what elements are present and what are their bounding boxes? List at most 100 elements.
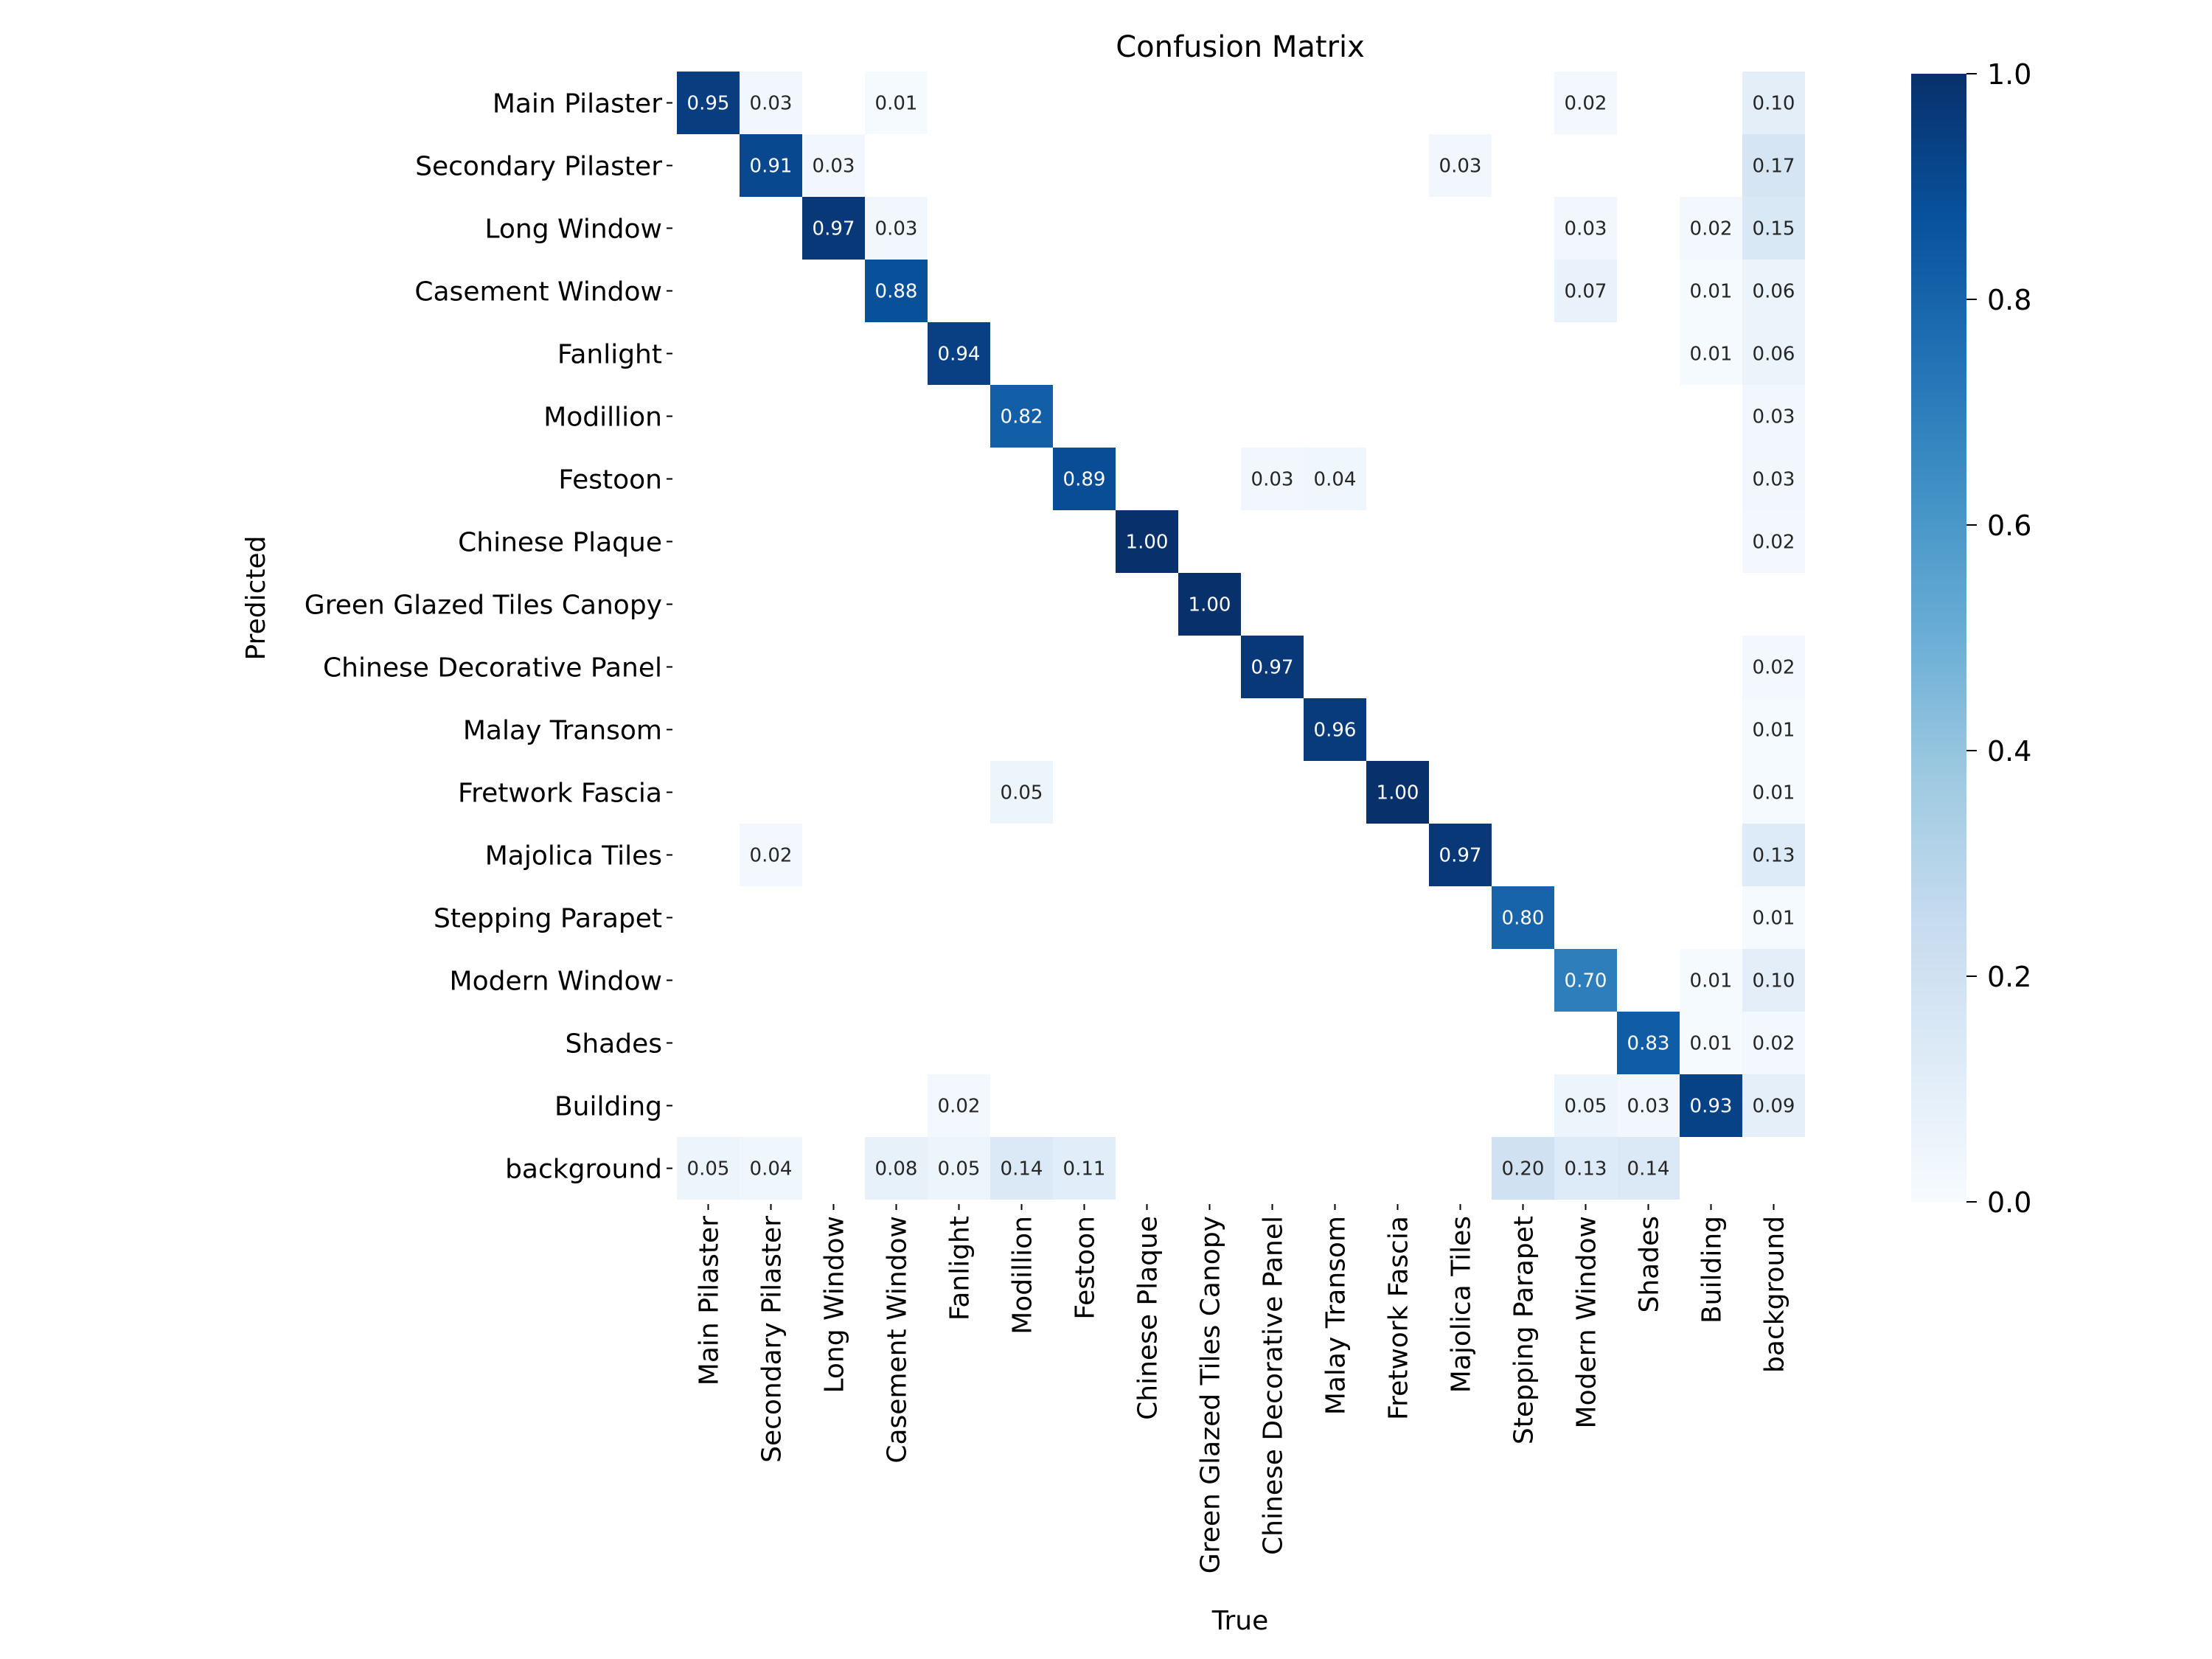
heatmap-cell <box>740 72 802 134</box>
cell-value-label: 0.13 <box>1565 1158 1607 1180</box>
cell-value-label: 0.01 <box>1753 720 1795 742</box>
heatmap-cell <box>802 134 865 197</box>
heatmap-cell <box>865 72 928 134</box>
cell-value-label: 0.03 <box>1251 469 1294 491</box>
cell-value-label: 0.03 <box>1627 1096 1670 1118</box>
cell-value-label: 0.02 <box>1690 218 1733 240</box>
y-tick-label: Fanlight <box>557 340 662 370</box>
x-tick-label: Modillion <box>1008 1216 1038 1335</box>
heatmap-cell <box>1554 197 1617 260</box>
cell-value-label: 0.03 <box>1753 406 1795 428</box>
heatmap-cell <box>1742 698 1805 761</box>
x-tick-label: Modern Window <box>1572 1216 1602 1428</box>
x-tick-label: Long Window <box>820 1216 850 1394</box>
heatmap-cell <box>1492 1137 1554 1200</box>
heatmap-cell <box>677 72 740 134</box>
x-tick-label: Fretwork Fascia <box>1384 1216 1414 1420</box>
cell-value-label: 0.01 <box>1690 344 1733 366</box>
x-tick-label: Festoon <box>1071 1216 1101 1320</box>
heatmap-cell <box>865 260 928 322</box>
heatmap-cell <box>1241 636 1304 698</box>
heatmap-cell <box>1742 761 1805 824</box>
cell-value-label: 0.14 <box>1001 1158 1043 1180</box>
cell-value-label: 0.02 <box>938 1096 981 1118</box>
y-tick-label: Chinese Plaque <box>458 528 662 558</box>
colorbar-tick-label: 0.2 <box>1987 961 2031 993</box>
cell-value-label: 0.14 <box>1627 1158 1670 1180</box>
y-tick-label: Stepping Parapet <box>434 904 662 934</box>
cell-value-label: 0.17 <box>1753 156 1795 178</box>
x-tick-label: Secondary Pilaster <box>757 1216 787 1463</box>
y-axis-label: Predicted <box>241 536 271 661</box>
heatmap-cell <box>1742 72 1805 134</box>
heatmap-cell <box>928 1074 990 1137</box>
x-tick-label: Casement Window <box>883 1216 913 1464</box>
y-tick-label: Green Glazed Tiles Canopy <box>305 591 662 621</box>
x-tick-label: Green Glazed Tiles Canopy <box>1196 1216 1226 1573</box>
cell-value-label: 0.05 <box>687 1158 730 1180</box>
cell-value-label: 0.08 <box>875 1158 918 1180</box>
cell-value-label: 0.15 <box>1753 218 1795 240</box>
cell-value-label: 0.82 <box>1001 406 1043 428</box>
cell-value-label: 0.07 <box>1565 281 1607 303</box>
heatmap-cell <box>1304 448 1366 510</box>
y-tick-label: Shades <box>566 1029 662 1060</box>
cell-value-label: 0.03 <box>875 218 918 240</box>
x-tick-label: Building <box>1697 1216 1728 1324</box>
y-tick-label: Long Window <box>484 215 662 245</box>
heatmap-cell <box>1742 322 1805 385</box>
cell-value-label: 0.03 <box>1753 469 1795 491</box>
heatmap-cell <box>1429 134 1492 197</box>
cell-value-label: 0.05 <box>938 1158 981 1180</box>
cell-value-label: 0.05 <box>1001 782 1043 804</box>
cell-value-label: 0.97 <box>1439 845 1482 867</box>
heatmap-cell <box>1053 448 1116 510</box>
y-tick-label: Chinese Decorative Panel <box>323 653 662 684</box>
heatmap-cells <box>677 72 1805 1200</box>
x-tick-label: Shades <box>1635 1216 1665 1312</box>
cell-value-label: 0.03 <box>750 93 793 115</box>
heatmap-cell <box>1742 949 1805 1012</box>
heatmap-cell <box>1554 949 1617 1012</box>
heatmap-cell <box>928 1137 990 1200</box>
y-tick-label: background <box>505 1155 662 1185</box>
cell-value-label: 0.02 <box>1565 93 1607 115</box>
heatmap-cell <box>1053 1137 1116 1200</box>
cell-value-label: 0.02 <box>1753 657 1795 679</box>
cell-value-label: 0.70 <box>1565 970 1607 992</box>
cell-value-label: 0.89 <box>1063 469 1106 491</box>
heatmap-cell <box>1680 1074 1742 1137</box>
heatmap-cell <box>928 322 990 385</box>
heatmap-cell <box>1680 949 1742 1012</box>
cell-value-label: 0.88 <box>875 281 918 303</box>
y-tick-label: Malay Transom <box>463 716 662 746</box>
cell-value-label: 0.11 <box>1063 1158 1106 1180</box>
heatmap-cell <box>1366 761 1429 824</box>
cell-value-label: 0.91 <box>750 156 793 178</box>
heatmap-cell <box>1617 1074 1680 1137</box>
cell-value-label: 0.01 <box>1753 908 1795 930</box>
cell-value-label: 0.09 <box>1753 1096 1795 1118</box>
cell-value-label: 0.06 <box>1753 344 1795 366</box>
heatmap-cell <box>740 134 802 197</box>
y-tick-label: Fretwork Fascia <box>458 779 662 809</box>
y-tick-label: Main Pilaster <box>493 89 662 119</box>
x-tick-label: Majolica Tiles <box>1447 1216 1477 1393</box>
cell-value-label: 1.00 <box>1126 532 1169 554</box>
heatmap-cell <box>990 1137 1053 1200</box>
cell-value-label: 0.01 <box>875 93 918 115</box>
y-axis: Main Pilaster Secondary Pilaster Long Wind… <box>305 89 672 1185</box>
heatmap-cell <box>1554 1137 1617 1200</box>
colorbar <box>1911 74 1966 1202</box>
colorbar-ticks: 0.0 0.2 0.4 0.6 0.8 1.0 <box>1966 58 2031 1219</box>
y-tick-label: Building <box>554 1092 662 1122</box>
cell-value-label: 0.02 <box>1753 1033 1795 1055</box>
cell-value-label: 0.97 <box>813 218 855 240</box>
y-tick-label: Modillion <box>543 403 662 433</box>
x-tick-label: Chinese Plaque <box>1133 1216 1164 1420</box>
cell-value-label: 0.80 <box>1502 908 1545 930</box>
heatmap-cell <box>1241 448 1304 510</box>
y-tick-label: Festoon <box>558 465 662 495</box>
heatmap-cell <box>1742 636 1805 698</box>
y-tick-label: Majolica Tiles <box>485 841 662 872</box>
